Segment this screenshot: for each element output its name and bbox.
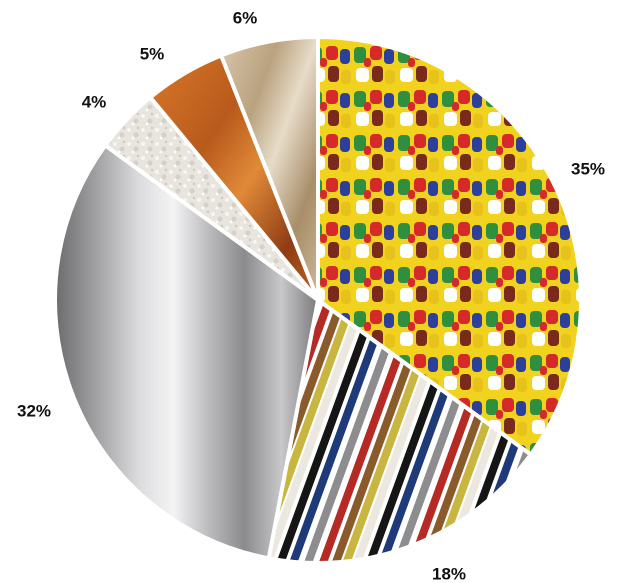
pie-slice-colored-electrical-wires: [266, 298, 533, 565]
pie-slice-brushed-stainless-steel: [53, 143, 320, 561]
slice-value-label: 32%: [17, 401, 51, 420]
pie-slice-colorful-plastic-pellets: [316, 35, 583, 457]
slice-value-label: 18%: [432, 564, 466, 583]
slice-value-label: 35%: [571, 159, 605, 178]
labels-layer: 35% 18% 32% 4% 5% 6%: [17, 8, 605, 583]
slice-value-label: 4%: [82, 92, 107, 111]
slice-value-label: 6%: [233, 8, 258, 27]
slice-value-label: 5%: [140, 44, 165, 63]
slices-layer: [53, 35, 583, 565]
pie-slice-beige-marble: [219, 35, 320, 302]
